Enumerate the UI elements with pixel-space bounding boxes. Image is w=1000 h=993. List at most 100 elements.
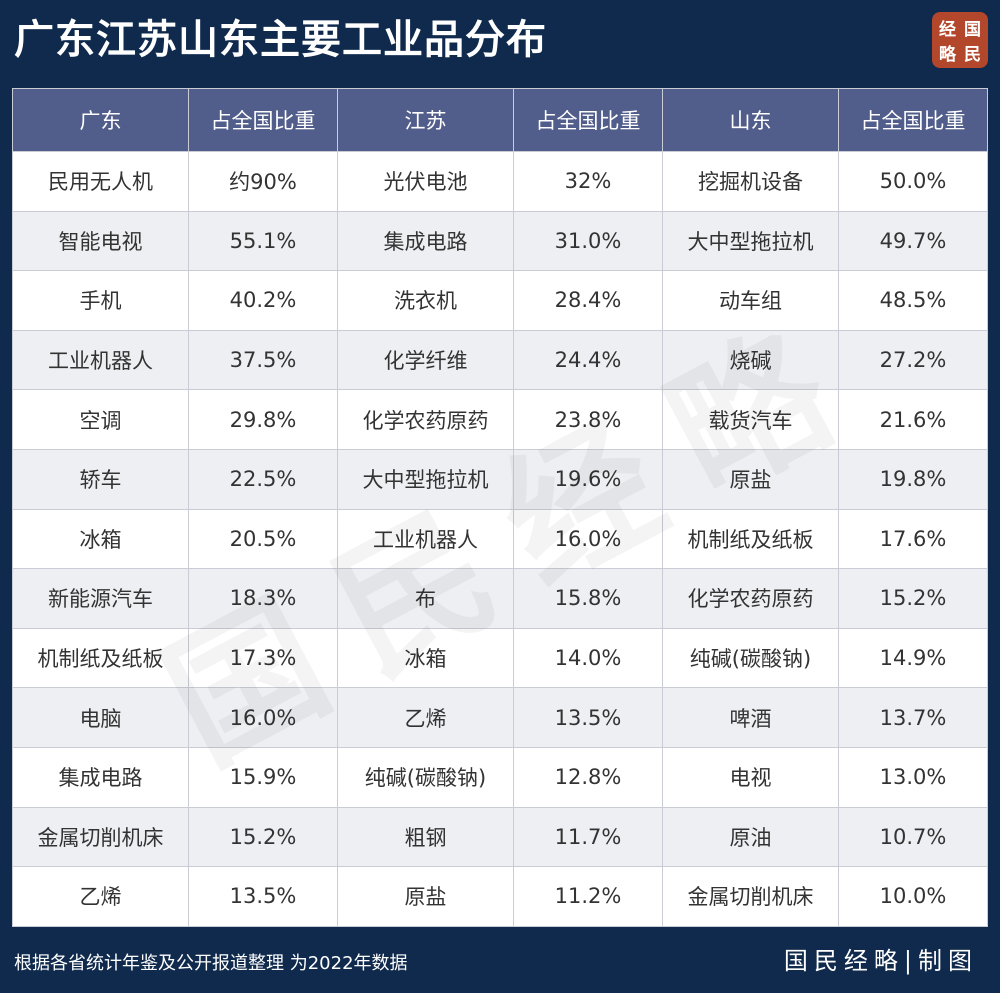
cell-jiangsu-share: 15.8% xyxy=(513,568,663,629)
cell-guangdong-product: 新能源汽车 xyxy=(12,568,189,629)
cell-shandong-product: 动车组 xyxy=(662,270,839,331)
cell-jiangsu-product: 冰箱 xyxy=(337,627,514,689)
cell-jiangsu-share: 19.6% xyxy=(513,448,663,510)
table-row: 智能电视 55.1% 集成电路 31.0% 大中型拖拉机 49.7% xyxy=(12,210,988,272)
cell-jiangsu-share: 32% xyxy=(513,151,663,212)
cell-jiangsu-share: 16.0% xyxy=(513,508,663,570)
cell-jiangsu-product: 乙烯 xyxy=(337,687,514,748)
cell-shandong-share: 13.7% xyxy=(838,687,988,748)
table-row: 空调 29.8% 化学农药原药 23.8% 载货汽车 21.6% xyxy=(12,389,988,450)
cell-guangdong-share: 15.2% xyxy=(188,806,338,868)
cell-jiangsu-share: 24.4% xyxy=(513,329,663,391)
column-header-share: 占全国比重 xyxy=(838,88,988,152)
cell-guangdong-share: 17.3% xyxy=(188,627,338,689)
cell-guangdong-product: 民用无人机 xyxy=(12,151,189,212)
cell-guangdong-product: 空调 xyxy=(12,389,189,450)
cell-shandong-product: 挖掘机设备 xyxy=(662,151,839,212)
cell-shandong-product: 机制纸及纸板 xyxy=(662,508,839,570)
cell-shandong-share: 10.7% xyxy=(838,806,988,868)
cell-guangdong-share: 55.1% xyxy=(188,210,338,272)
cell-jiangsu-product: 纯碱(碳酸钠) xyxy=(337,746,514,808)
cell-shandong-share: 27.2% xyxy=(838,329,988,391)
cell-guangdong-product: 集成电路 xyxy=(12,746,189,808)
table-row: 民用无人机 约90% 光伏电池 32% 挖掘机设备 50.0% xyxy=(12,151,988,212)
cell-shandong-share: 21.6% xyxy=(838,389,988,450)
cell-shandong-share: 13.0% xyxy=(838,746,988,808)
cell-shandong-product: 电视 xyxy=(662,746,839,808)
cell-jiangsu-product: 大中型拖拉机 xyxy=(337,448,514,510)
cell-guangdong-product: 轿车 xyxy=(12,448,189,510)
cell-guangdong-product: 乙烯 xyxy=(12,866,189,927)
cell-jiangsu-product: 化学纤维 xyxy=(337,329,514,391)
cell-guangdong-product: 手机 xyxy=(12,270,189,331)
cell-guangdong-share: 29.8% xyxy=(188,389,338,450)
table-row: 新能源汽车 18.3% 布 15.8% 化学农药原药 15.2% xyxy=(12,568,988,629)
cell-guangdong-product: 金属切削机床 xyxy=(12,806,189,868)
cell-shandong-product: 大中型拖拉机 xyxy=(662,210,839,272)
cell-jiangsu-product: 工业机器人 xyxy=(337,508,514,570)
cell-jiangsu-product: 布 xyxy=(337,568,514,629)
cell-guangdong-product: 工业机器人 xyxy=(12,329,189,391)
industrial-products-table-container: 广东 占全国比重 江苏 占全国比重 山东 占全国比重 民用无人机 约90% 光伏电池… xyxy=(12,88,988,927)
cell-guangdong-share: 22.5% xyxy=(188,448,338,510)
cell-jiangsu-share: 11.7% xyxy=(513,806,663,868)
cell-guangdong-share: 37.5% xyxy=(188,329,338,391)
cell-shandong-product: 纯碱(碳酸钠) xyxy=(662,627,839,689)
column-header-jiangsu: 江苏 xyxy=(337,88,514,152)
cell-shandong-share: 49.7% xyxy=(838,210,988,272)
source-note: 根据各省统计年鉴及公开报道整理 为2022年数据 xyxy=(14,953,408,974)
column-header-shandong: 山东 xyxy=(662,88,839,152)
cell-guangdong-product: 电脑 xyxy=(12,687,189,748)
cell-jiangsu-product: 粗钢 xyxy=(337,806,514,868)
cell-shandong-share: 17.6% xyxy=(838,508,988,570)
cell-shandong-share: 50.0% xyxy=(838,151,988,212)
cell-shandong-share: 14.9% xyxy=(838,627,988,689)
table-body: 民用无人机 约90% 光伏电池 32% 挖掘机设备 50.0% 智能电视 55.1% 集成电路 3… xyxy=(12,151,988,927)
cell-guangdong-share: 约90% xyxy=(188,151,338,212)
cell-jiangsu-share: 14.0% xyxy=(513,627,663,689)
cell-jiangsu-product: 化学农药原药 xyxy=(337,389,514,450)
cell-shandong-product: 啤酒 xyxy=(662,687,839,748)
cell-shandong-product: 载货汽车 xyxy=(662,389,839,450)
cell-shandong-product: 化学农药原药 xyxy=(662,568,839,629)
cell-jiangsu-share: 23.8% xyxy=(513,389,663,450)
cell-guangdong-product: 智能电视 xyxy=(12,210,189,272)
cell-guangdong-product: 冰箱 xyxy=(12,508,189,570)
cell-guangdong-share: 16.0% xyxy=(188,687,338,748)
table-header-row: 广东 占全国比重 江苏 占全国比重 山东 占全国比重 xyxy=(12,88,988,152)
cell-guangdong-share: 20.5% xyxy=(188,508,338,570)
cell-shandong-share: 19.8% xyxy=(838,448,988,510)
cell-shandong-share: 10.0% xyxy=(838,866,988,927)
cell-guangdong-share: 18.3% xyxy=(188,568,338,629)
cell-jiangsu-product: 光伏电池 xyxy=(337,151,514,212)
column-header-guangdong: 广东 xyxy=(12,88,189,152)
cell-shandong-product: 原盐 xyxy=(662,448,839,510)
cell-jiangsu-product: 原盐 xyxy=(337,866,514,927)
cell-jiangsu-share: 11.2% xyxy=(513,866,663,927)
cell-guangdong-share: 15.9% xyxy=(188,746,338,808)
page-title: 广东江苏山东主要工业品分布 xyxy=(14,17,547,63)
brand-credit: 国民经略|制图 xyxy=(783,947,978,975)
table-row: 金属切削机床 15.2% 粗钢 11.7% 原油 10.7% xyxy=(12,806,988,868)
cell-shandong-product: 原油 xyxy=(662,806,839,868)
table-row: 冰箱 20.5% 工业机器人 16.0% 机制纸及纸板 17.6% xyxy=(12,508,988,570)
cell-jiangsu-product: 洗衣机 xyxy=(337,270,514,331)
logo-char: 略 xyxy=(939,45,956,65)
table-row: 集成电路 15.9% 纯碱(碳酸钠) 12.8% 电视 13.0% xyxy=(12,746,988,808)
cell-jiangsu-share: 12.8% xyxy=(513,746,663,808)
column-header-share: 占全国比重 xyxy=(188,88,338,152)
table-row: 机制纸及纸板 17.3% 冰箱 14.0% 纯碱(碳酸钠) 14.9% xyxy=(12,627,988,689)
table-row: 电脑 16.0% 乙烯 13.5% 啤酒 13.7% xyxy=(12,687,988,748)
cell-shandong-product: 金属切削机床 xyxy=(662,866,839,927)
cell-jiangsu-share: 31.0% xyxy=(513,210,663,272)
table-row: 工业机器人 37.5% 化学纤维 24.4% 烧碱 27.2% xyxy=(12,329,988,391)
table-row: 手机 40.2% 洗衣机 28.4% 动车组 48.5% xyxy=(12,270,988,331)
table-row: 乙烯 13.5% 原盐 11.2% 金属切削机床 10.0% xyxy=(12,866,988,927)
logo-char: 民 xyxy=(964,45,981,65)
industrial-products-table: 广东 占全国比重 江苏 占全国比重 山东 占全国比重 民用无人机 约90% 光伏电池… xyxy=(12,88,988,927)
cell-shandong-share: 15.2% xyxy=(838,568,988,629)
cell-guangdong-share: 13.5% xyxy=(188,866,338,927)
brand-logo: 经 国 略 民 xyxy=(932,12,988,68)
cell-jiangsu-share: 28.4% xyxy=(513,270,663,331)
